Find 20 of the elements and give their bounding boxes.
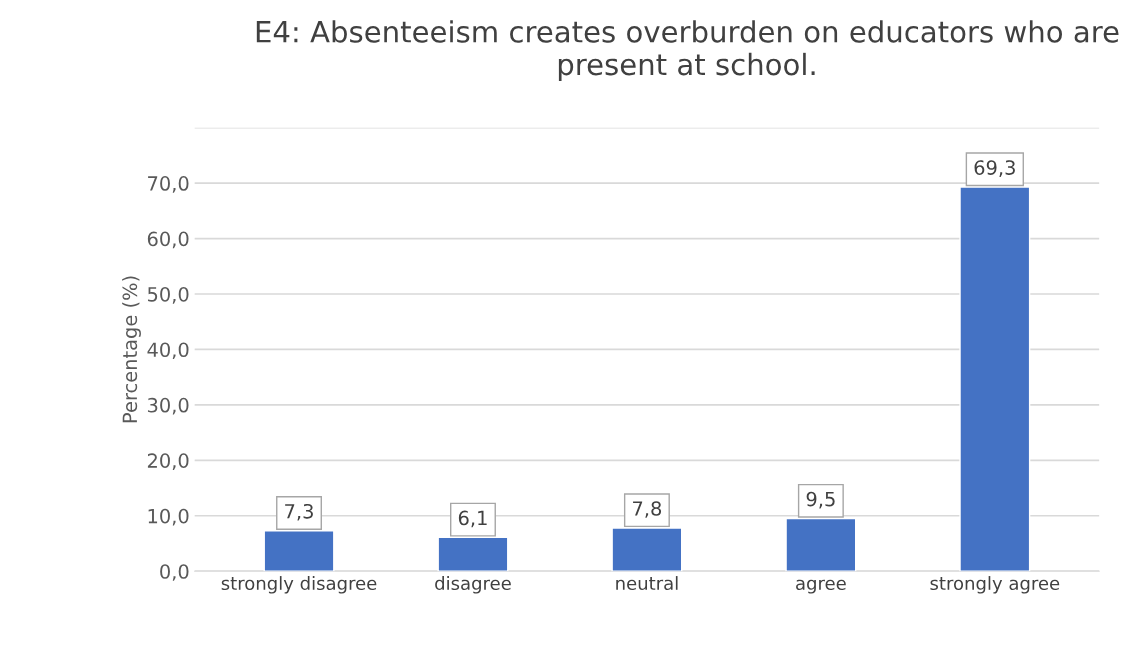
x-tick-label: strongly disagree	[221, 576, 377, 594]
y-axis-title: Percentage (%)	[122, 276, 141, 423]
x-tick-label: neutral	[616, 576, 678, 591]
data-label: 9,5	[806, 491, 835, 509]
data-label: 7,8	[633, 501, 662, 518]
y-tick-label: 10,0	[148, 508, 189, 526]
y-tick-label: 70,0	[148, 176, 189, 193]
y-tick-label: 50,0	[148, 286, 189, 304]
x-tick-label: disagree	[435, 576, 511, 594]
data-label: 7,3	[285, 503, 313, 521]
y-tick-label: 60,0	[147, 231, 189, 249]
y-tick-label: 30,0	[147, 397, 189, 415]
data-label: 6,1	[458, 510, 487, 528]
y-tick-label: 20,0	[147, 453, 189, 470]
x-tick-label: agree	[796, 579, 846, 594]
x-tick-label: strongly agree	[930, 576, 1060, 594]
chart-title: E4: Absenteeism creates overburden on educators who are present at school.	[256, 20, 1119, 82]
data-label: 69,3	[974, 160, 1015, 177]
y-tick-label: 40,0	[147, 342, 189, 360]
y-tick-label: 0,0	[160, 564, 189, 581]
